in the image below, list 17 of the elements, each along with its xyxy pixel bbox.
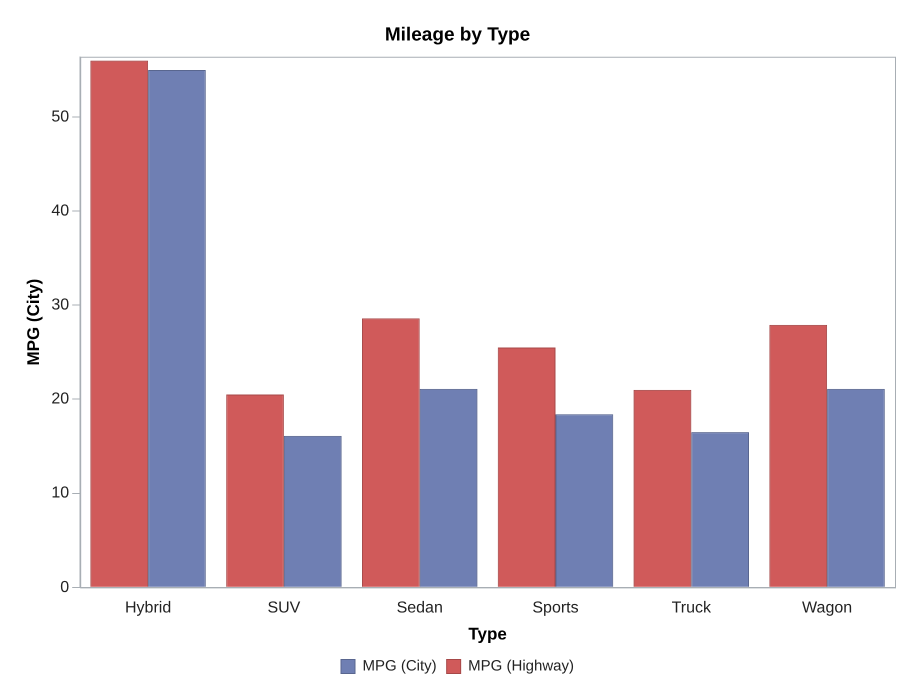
- y-tick-label: 0: [60, 578, 70, 596]
- x-tick-label: Truck: [672, 599, 712, 616]
- y-tick-label: 30: [51, 296, 70, 314]
- x-tick-label: Sedan: [396, 599, 443, 616]
- chart-title: Mileage by Type: [384, 24, 530, 46]
- legend-label: MPG (Highway): [468, 658, 574, 675]
- x-tick-label: Wagon: [802, 599, 852, 616]
- legend-label: MPG (City): [362, 658, 437, 675]
- y-tick-label: 40: [51, 202, 70, 220]
- x-tick-label: Sports: [532, 599, 579, 616]
- x-tick-label: Hybrid: [124, 599, 172, 616]
- y-tick-label: 20: [51, 390, 70, 408]
- y-tick-label: 50: [51, 108, 70, 126]
- y-tick-label: 10: [51, 484, 70, 502]
- y-axis-title: MPG (City): [24, 278, 43, 366]
- x-axis-title: Type: [468, 624, 507, 644]
- x-tick-label: SUV: [267, 599, 301, 616]
